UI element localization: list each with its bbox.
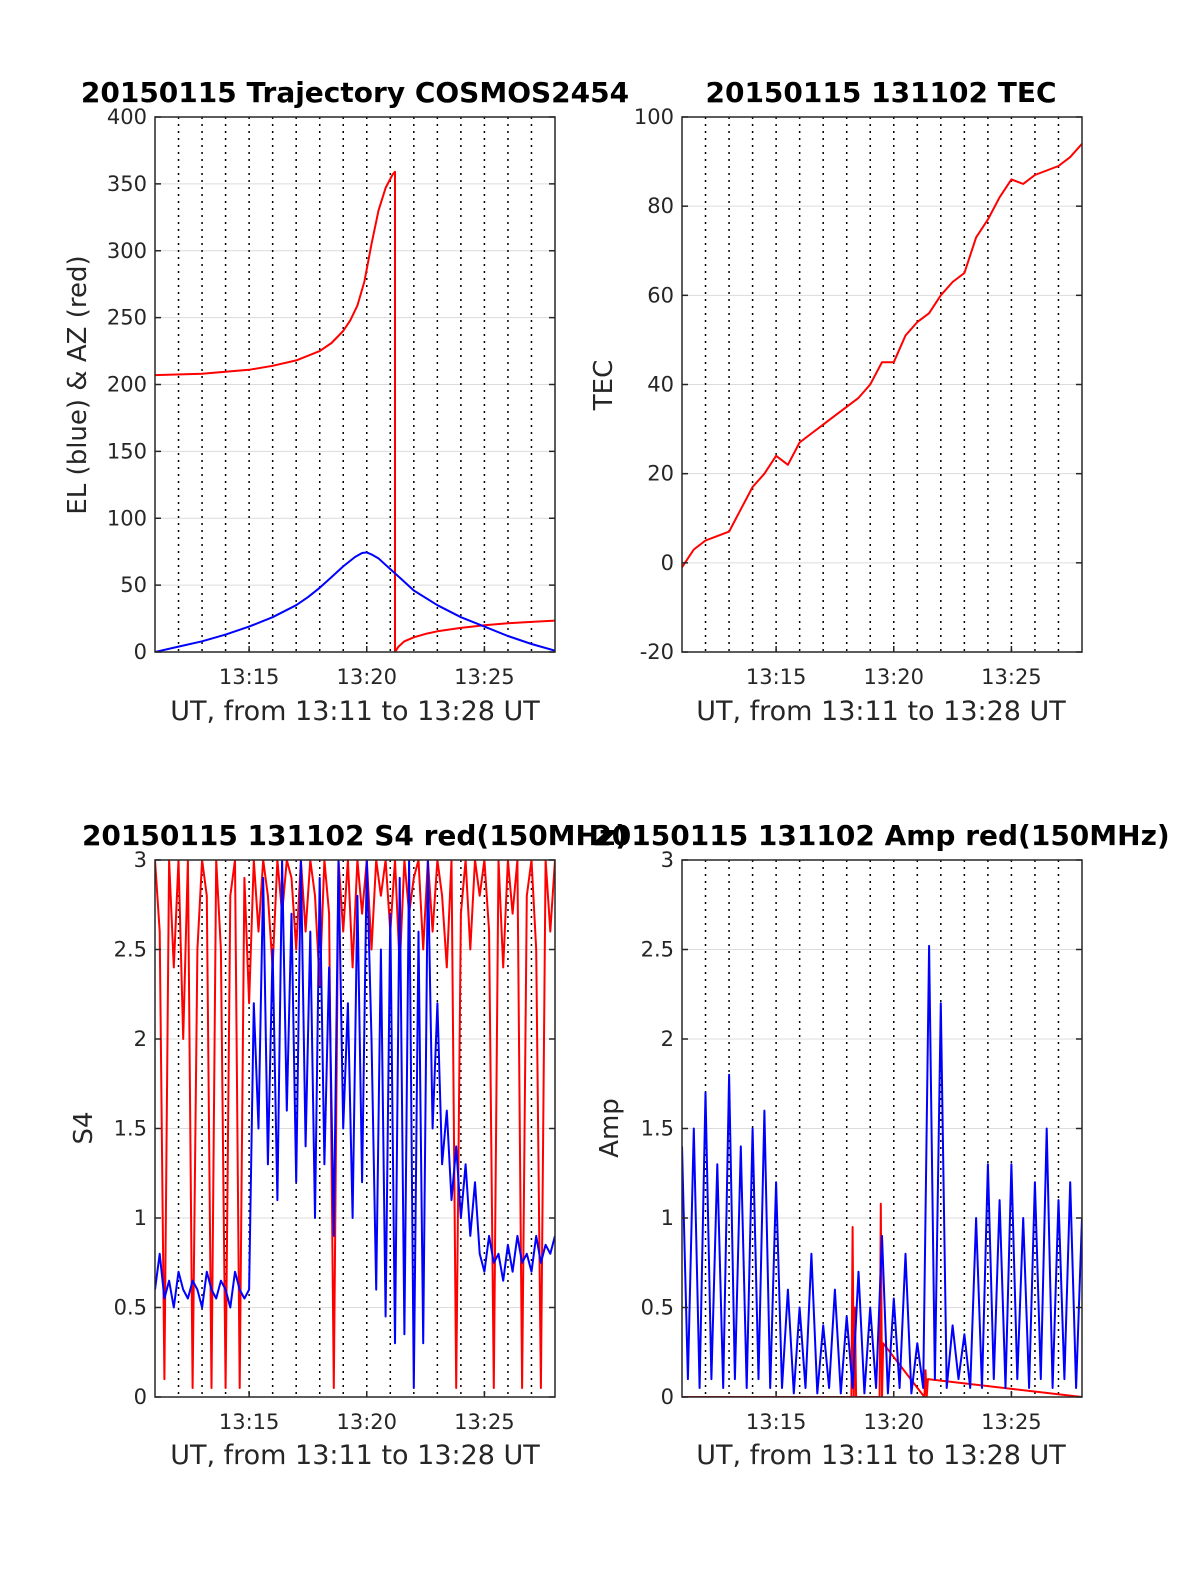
trajectory-ylabel: EL (blue) & AZ (red) bbox=[63, 255, 93, 514]
amp-ylabel: Amp bbox=[595, 1098, 625, 1158]
trajectory-series-group bbox=[155, 170, 555, 652]
amp-ytick-label: 0 bbox=[661, 1385, 674, 1409]
tec-ytick-label: 80 bbox=[647, 194, 674, 218]
trajectory-ytick-label: 200 bbox=[107, 373, 147, 397]
trajectory-ytick-label: 150 bbox=[107, 439, 147, 463]
amp-ytick-label: 0.5 bbox=[641, 1296, 674, 1320]
s4-title: 20150115 131102 S4 red(150MHz) bbox=[82, 819, 628, 852]
tec-ytick-label: 100 bbox=[634, 105, 674, 129]
s4-ytick-label: 2 bbox=[134, 1027, 147, 1051]
s4-ytick-label: 1 bbox=[134, 1206, 147, 1230]
s4-ytick-label: 2.5 bbox=[114, 938, 147, 962]
amp-series-group bbox=[682, 944, 1082, 1397]
amp-panel: 20150115 131102 Amp red(150MHz) Amp UT, … bbox=[592, 819, 1169, 1471]
s4-ytick-label: 3 bbox=[134, 848, 147, 872]
trajectory-ytick-label: 0 bbox=[134, 640, 147, 664]
amp-title: 20150115 131102 Amp red(150MHz) bbox=[592, 819, 1169, 852]
amp-xtick-label: 13:25 bbox=[981, 1410, 1042, 1434]
s4-series-blue-line bbox=[155, 860, 555, 1389]
tec-ytick-label: 20 bbox=[647, 462, 674, 486]
tec-ytick-label: 60 bbox=[647, 283, 674, 307]
amp-xtick-label: 13:20 bbox=[863, 1410, 924, 1434]
tec-xtick-label: 13:20 bbox=[863, 665, 924, 689]
trajectory-panel: 20150115 Trajectory COSMOS2454 EL (blue)… bbox=[63, 76, 629, 727]
trajectory-series-blue-line bbox=[155, 551, 555, 652]
tec-xlabel: UT, from 13:11 to 13:28 UT bbox=[696, 696, 1066, 727]
amp-ytick-label: 2.5 bbox=[641, 938, 674, 962]
amp-xlabel: UT, from 13:11 to 13:28 UT bbox=[696, 1440, 1066, 1471]
s4-ylabel: S4 bbox=[69, 1111, 99, 1144]
trajectory-xtick-label: 13:15 bbox=[219, 665, 280, 689]
s4-series-group bbox=[155, 860, 555, 1389]
tec-ytick-label: 0 bbox=[661, 551, 674, 575]
amp-ytick-label: 3 bbox=[661, 848, 674, 872]
tec-xtick-label: 13:25 bbox=[981, 665, 1042, 689]
s4-ytick-label: 0.5 bbox=[114, 1296, 147, 1320]
tec-series-group bbox=[682, 143, 1082, 568]
trajectory-title: 20150115 Trajectory COSMOS2454 bbox=[81, 76, 629, 109]
tec-ytick-label: -20 bbox=[640, 640, 674, 664]
s4-ytick-label: 1.5 bbox=[114, 1117, 147, 1141]
amp-ytick-label: 2 bbox=[661, 1027, 674, 1051]
tec-series-red-line bbox=[682, 143, 1082, 568]
amp-series-red-line bbox=[682, 1202, 1082, 1397]
trajectory-ytick-label: 350 bbox=[107, 172, 147, 196]
amp-ytick-label: 1 bbox=[661, 1206, 674, 1230]
amp-xtick-label: 13:15 bbox=[746, 1410, 807, 1434]
tec-xtick-label: 13:15 bbox=[746, 665, 807, 689]
trajectory-series-red-line bbox=[155, 170, 555, 652]
s4-xlabel: UT, from 13:11 to 13:28 UT bbox=[170, 1440, 540, 1471]
tec-panel: 20150115 131102 TEC TEC UT, from 13:11 t… bbox=[589, 76, 1083, 727]
trajectory-ytick-label: 250 bbox=[107, 306, 147, 330]
tec-plot-area bbox=[682, 117, 1082, 652]
trajectory-xtick-label: 13:20 bbox=[336, 665, 397, 689]
trajectory-xtick-label: 13:25 bbox=[454, 665, 515, 689]
s4-ytick-label: 0 bbox=[134, 1385, 147, 1409]
s4-xtick-label: 13:20 bbox=[336, 1410, 397, 1434]
s4-xtick-label: 13:25 bbox=[454, 1410, 515, 1434]
trajectory-plot-area bbox=[155, 117, 555, 652]
amp-series-blue-line bbox=[682, 944, 1082, 1395]
trajectory-ytick-label: 100 bbox=[107, 506, 147, 530]
tec-ylabel: TEC bbox=[589, 360, 619, 411]
trajectory-xlabel: UT, from 13:11 to 13:28 UT bbox=[170, 696, 540, 727]
trajectory-ytick-label: 400 bbox=[107, 105, 147, 129]
s4-xtick-label: 13:15 bbox=[219, 1410, 280, 1434]
trajectory-ytick-label: 300 bbox=[107, 239, 147, 263]
trajectory-ytick-label: 50 bbox=[120, 573, 147, 597]
tec-title: 20150115 131102 TEC bbox=[705, 76, 1056, 109]
amp-ytick-label: 1.5 bbox=[641, 1117, 674, 1141]
tec-ytick-label: 40 bbox=[647, 373, 674, 397]
s4-series-red-line bbox=[155, 860, 555, 1389]
s4-panel: 20150115 131102 S4 red(150MHz) S4 UT, fr… bbox=[69, 819, 628, 1471]
